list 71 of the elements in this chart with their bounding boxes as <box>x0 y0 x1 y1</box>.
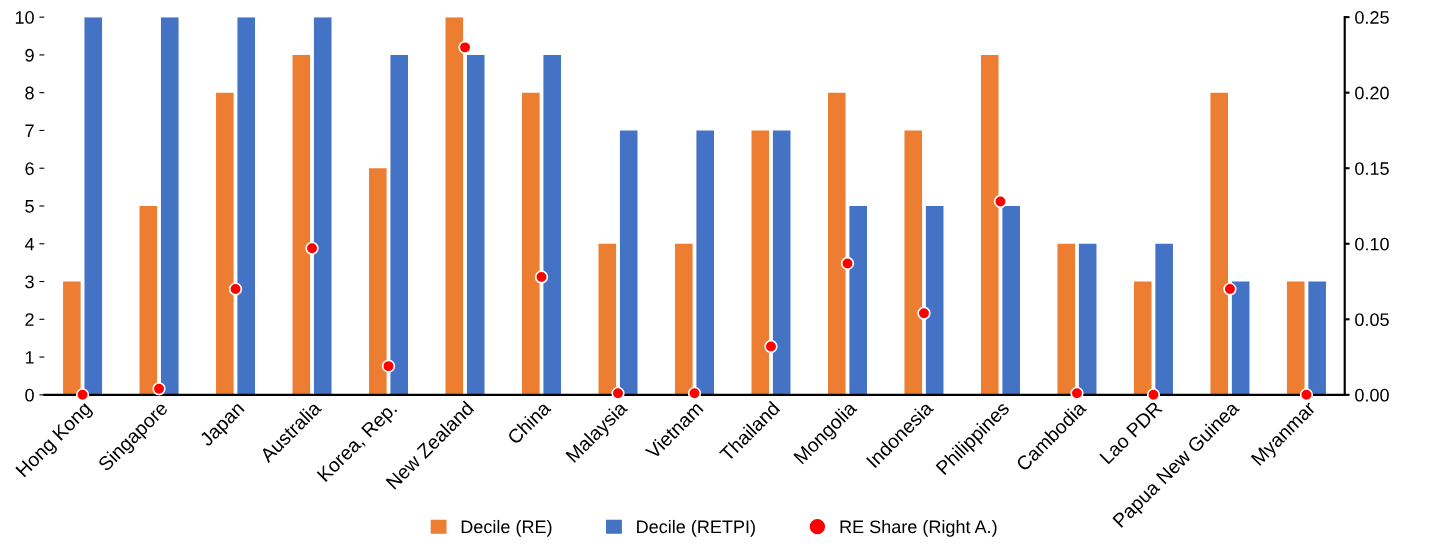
bar <box>980 54 999 395</box>
bar <box>216 92 234 395</box>
bar <box>827 92 846 395</box>
y2-tick-label: 0.15 <box>1355 162 1389 175</box>
legend-label: RE Share (Right A.) <box>840 519 997 537</box>
bar <box>696 130 714 395</box>
point <box>1146 388 1161 402</box>
bar <box>1133 281 1152 395</box>
y-tick-label: 4 <box>24 237 35 251</box>
bar <box>160 17 179 395</box>
bar <box>751 130 770 395</box>
bar <box>313 17 332 395</box>
point <box>1223 282 1237 296</box>
bar <box>1308 281 1326 395</box>
bar <box>598 243 617 395</box>
bar <box>63 281 81 395</box>
y2-tick-label: 0.20 <box>1355 86 1389 100</box>
point <box>993 194 1008 209</box>
point <box>1299 388 1314 402</box>
bar <box>674 243 693 395</box>
bar <box>237 17 256 395</box>
y-tick-label: 8 <box>25 86 34 100</box>
bar <box>445 17 464 395</box>
bar <box>1057 243 1076 395</box>
point <box>305 241 319 255</box>
bar <box>772 130 791 395</box>
y2-tick-label: 0.10 <box>1355 237 1389 251</box>
bar <box>466 54 485 395</box>
bar <box>925 205 944 395</box>
y-tick-label: 2 <box>25 313 34 326</box>
point <box>840 256 855 271</box>
bar <box>619 130 638 395</box>
y-tick-label: 0 <box>25 388 34 402</box>
point <box>152 382 166 396</box>
point <box>687 386 702 400</box>
bar <box>1078 243 1097 395</box>
bar <box>1286 281 1305 395</box>
bar <box>292 54 311 395</box>
bar <box>1210 92 1229 395</box>
bar <box>904 130 923 395</box>
point <box>458 40 472 55</box>
y2-tick-label: 0.25 <box>1355 11 1389 24</box>
bar <box>522 92 540 395</box>
legend-label: Decile (RE) <box>461 519 552 537</box>
bar <box>84 17 103 395</box>
point <box>75 388 90 402</box>
bar <box>139 205 158 395</box>
point <box>764 339 778 354</box>
y-tick-label: 9 <box>25 48 34 62</box>
point <box>611 386 625 400</box>
legend-label: Decile (RETPI) <box>637 519 755 537</box>
bar <box>849 205 867 395</box>
point <box>228 282 243 296</box>
point <box>534 270 549 284</box>
bar <box>1155 243 1173 395</box>
y-tick-label: 3 <box>25 275 34 289</box>
bar <box>1231 281 1250 395</box>
y-tick-label: 7 <box>25 124 34 137</box>
y-tick-label: 1 <box>25 351 34 364</box>
point <box>917 306 931 320</box>
y2-tick-label: 0.05 <box>1355 313 1389 327</box>
y-tick-label: 10 <box>15 11 34 24</box>
y-tick-label: 5 <box>25 200 34 213</box>
point <box>381 359 396 373</box>
bar <box>543 54 562 395</box>
point <box>1070 386 1084 400</box>
y-tick-label: 6 <box>25 162 34 175</box>
y2-tick-label: 0.00 <box>1355 388 1389 402</box>
bar <box>369 168 387 395</box>
bar <box>390 54 409 395</box>
bar <box>1002 205 1020 395</box>
